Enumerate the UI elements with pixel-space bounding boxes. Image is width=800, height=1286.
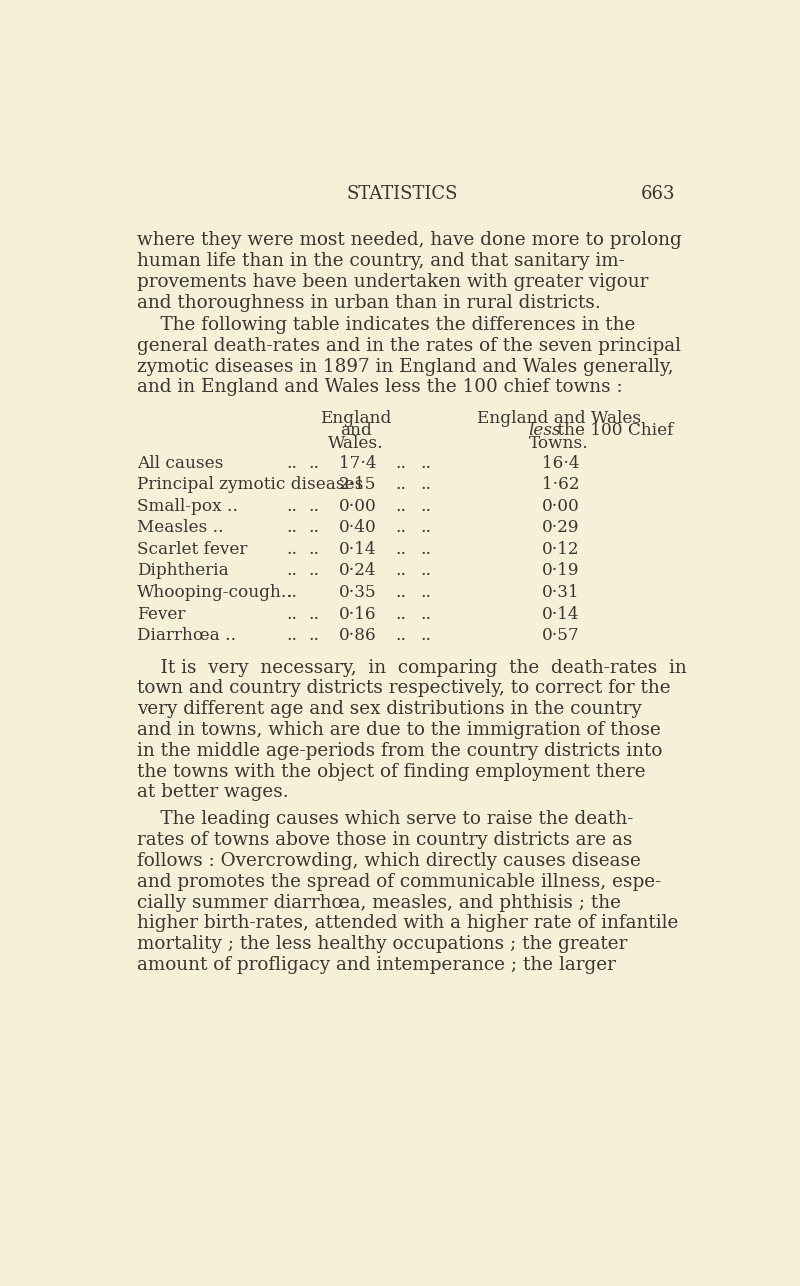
Text: mortality ; the less healthy occupations ; the greater: mortality ; the less healthy occupations… [138,935,627,953]
Text: ..: .. [308,606,319,622]
Text: ..: .. [308,541,319,558]
Text: ..: .. [395,562,406,580]
Text: ..: .. [308,520,319,536]
Text: 0·16: 0·16 [338,606,376,622]
Text: and in England and Wales less the 100 chief towns :: and in England and Wales less the 100 ch… [138,378,623,396]
Text: 0·14: 0·14 [542,606,579,622]
Text: ..: .. [420,498,431,514]
Text: Fever: Fever [138,606,186,622]
Text: 0·40: 0·40 [338,520,377,536]
Text: England and Wales: England and Wales [477,410,641,427]
Text: 17·4: 17·4 [338,455,376,472]
Text: at better wages.: at better wages. [138,783,289,801]
Text: 0·00: 0·00 [338,498,377,514]
Text: ..: .. [286,628,298,644]
Text: ..: .. [286,562,298,580]
Text: ..: .. [395,455,406,472]
Text: ..: .. [420,562,431,580]
Text: ..: .. [420,520,431,536]
Text: ..: .. [395,498,406,514]
Text: 0·57: 0·57 [542,628,579,644]
Text: Diphtheria: Diphtheria [138,562,229,580]
Text: ..: .. [420,541,431,558]
Text: higher birth-rates, attended with a higher rate of infantile: higher birth-rates, attended with a high… [138,914,678,932]
Text: ..: .. [420,476,431,493]
Text: 0·86: 0·86 [338,628,377,644]
Text: ..: .. [395,520,406,536]
Text: ..: .. [395,541,406,558]
Text: ..: .. [395,584,406,601]
Text: the towns with the object of finding employment there: the towns with the object of finding emp… [138,763,646,781]
Text: 0·24: 0·24 [338,562,376,580]
Text: zymotic diseases in 1897 in England and Wales generally,: zymotic diseases in 1897 in England and … [138,358,674,376]
Text: and: and [340,422,372,440]
Text: 663: 663 [641,185,675,203]
Text: 0·35: 0·35 [338,584,377,601]
Text: All causes: All causes [138,455,223,472]
Text: and in towns, which are due to the immigration of those: and in towns, which are due to the immig… [138,721,661,739]
Text: It is  very  necessary,  in  comparing  the  death-rates  in: It is very necessary, in comparing the d… [138,658,687,676]
Text: Whooping-cough..: Whooping-cough.. [138,584,293,601]
Text: 1·62: 1·62 [542,476,579,493]
Text: amount of profligacy and intemperance ; the larger: amount of profligacy and intemperance ; … [138,955,616,974]
Text: Measles ..: Measles .. [138,520,224,536]
Text: follows : Overcrowding, which directly causes disease: follows : Overcrowding, which directly c… [138,851,641,869]
Text: rates of towns above those in country districts are as: rates of towns above those in country di… [138,831,633,849]
Text: ..: .. [420,584,431,601]
Text: 0·29: 0·29 [542,520,579,536]
Text: ..: .. [308,498,319,514]
Text: Principal zymotic diseases: Principal zymotic diseases [138,476,363,493]
Text: 0·19: 0·19 [542,562,579,580]
Text: ..: .. [286,541,298,558]
Text: general death-rates and in the rates of the seven principal: general death-rates and in the rates of … [138,337,682,355]
Text: Small-pox ..: Small-pox .. [138,498,238,514]
Text: ..: .. [420,628,431,644]
Text: and thoroughness in urban than in rural districts.: and thoroughness in urban than in rural … [138,293,601,311]
Text: human life than in the country, and that sanitary im-: human life than in the country, and that… [138,252,625,270]
Text: ..: .. [308,455,319,472]
Text: The following table indicates the differences in the: The following table indicates the differ… [138,316,635,334]
Text: ..: .. [286,584,298,601]
Text: ..: .. [308,628,319,644]
Text: very different age and sex distributions in the country: very different age and sex distributions… [138,701,642,719]
Text: Diarrhœa ..: Diarrhœa .. [138,628,236,644]
Text: 2·15: 2·15 [338,476,376,493]
Text: ..: .. [395,606,406,622]
Text: ..: .. [420,455,431,472]
Text: where they were most needed, have done more to prolong: where they were most needed, have done m… [138,231,682,249]
Text: cially summer diarrhœa, measles, and phthisis ; the: cially summer diarrhœa, measles, and pht… [138,894,622,912]
Text: Wales.: Wales. [328,435,383,451]
Text: 0·31: 0·31 [542,584,579,601]
Text: ..: .. [286,498,298,514]
Text: the 100 Chief: the 100 Chief [552,422,674,440]
Text: The leading causes which serve to raise the death-: The leading causes which serve to raise … [138,810,634,828]
Text: ..: .. [395,476,406,493]
Text: ..: .. [286,606,298,622]
Text: provements have been undertaken with greater vigour: provements have been undertaken with gre… [138,273,649,291]
Text: ..: .. [420,606,431,622]
Text: less: less [528,422,561,440]
Text: ..: .. [308,562,319,580]
Text: 0·12: 0·12 [542,541,579,558]
Text: ..: .. [286,520,298,536]
Text: England: England [320,410,391,427]
Text: ..: .. [395,628,406,644]
Text: STATISTICS: STATISTICS [346,185,458,203]
Text: ..: .. [286,455,298,472]
Text: Scarlet fever: Scarlet fever [138,541,247,558]
Text: 0·00: 0·00 [542,498,579,514]
Text: 0·14: 0·14 [338,541,376,558]
Text: Towns.: Towns. [529,435,589,451]
Text: town and country districts respectively, to correct for the: town and country districts respectively,… [138,679,671,697]
Text: and promotes the spread of communicable illness, espe-: and promotes the spread of communicable … [138,873,662,891]
Text: in the middle age-periods from the country districts into: in the middle age-periods from the count… [138,742,662,760]
Text: 16·4: 16·4 [542,455,579,472]
